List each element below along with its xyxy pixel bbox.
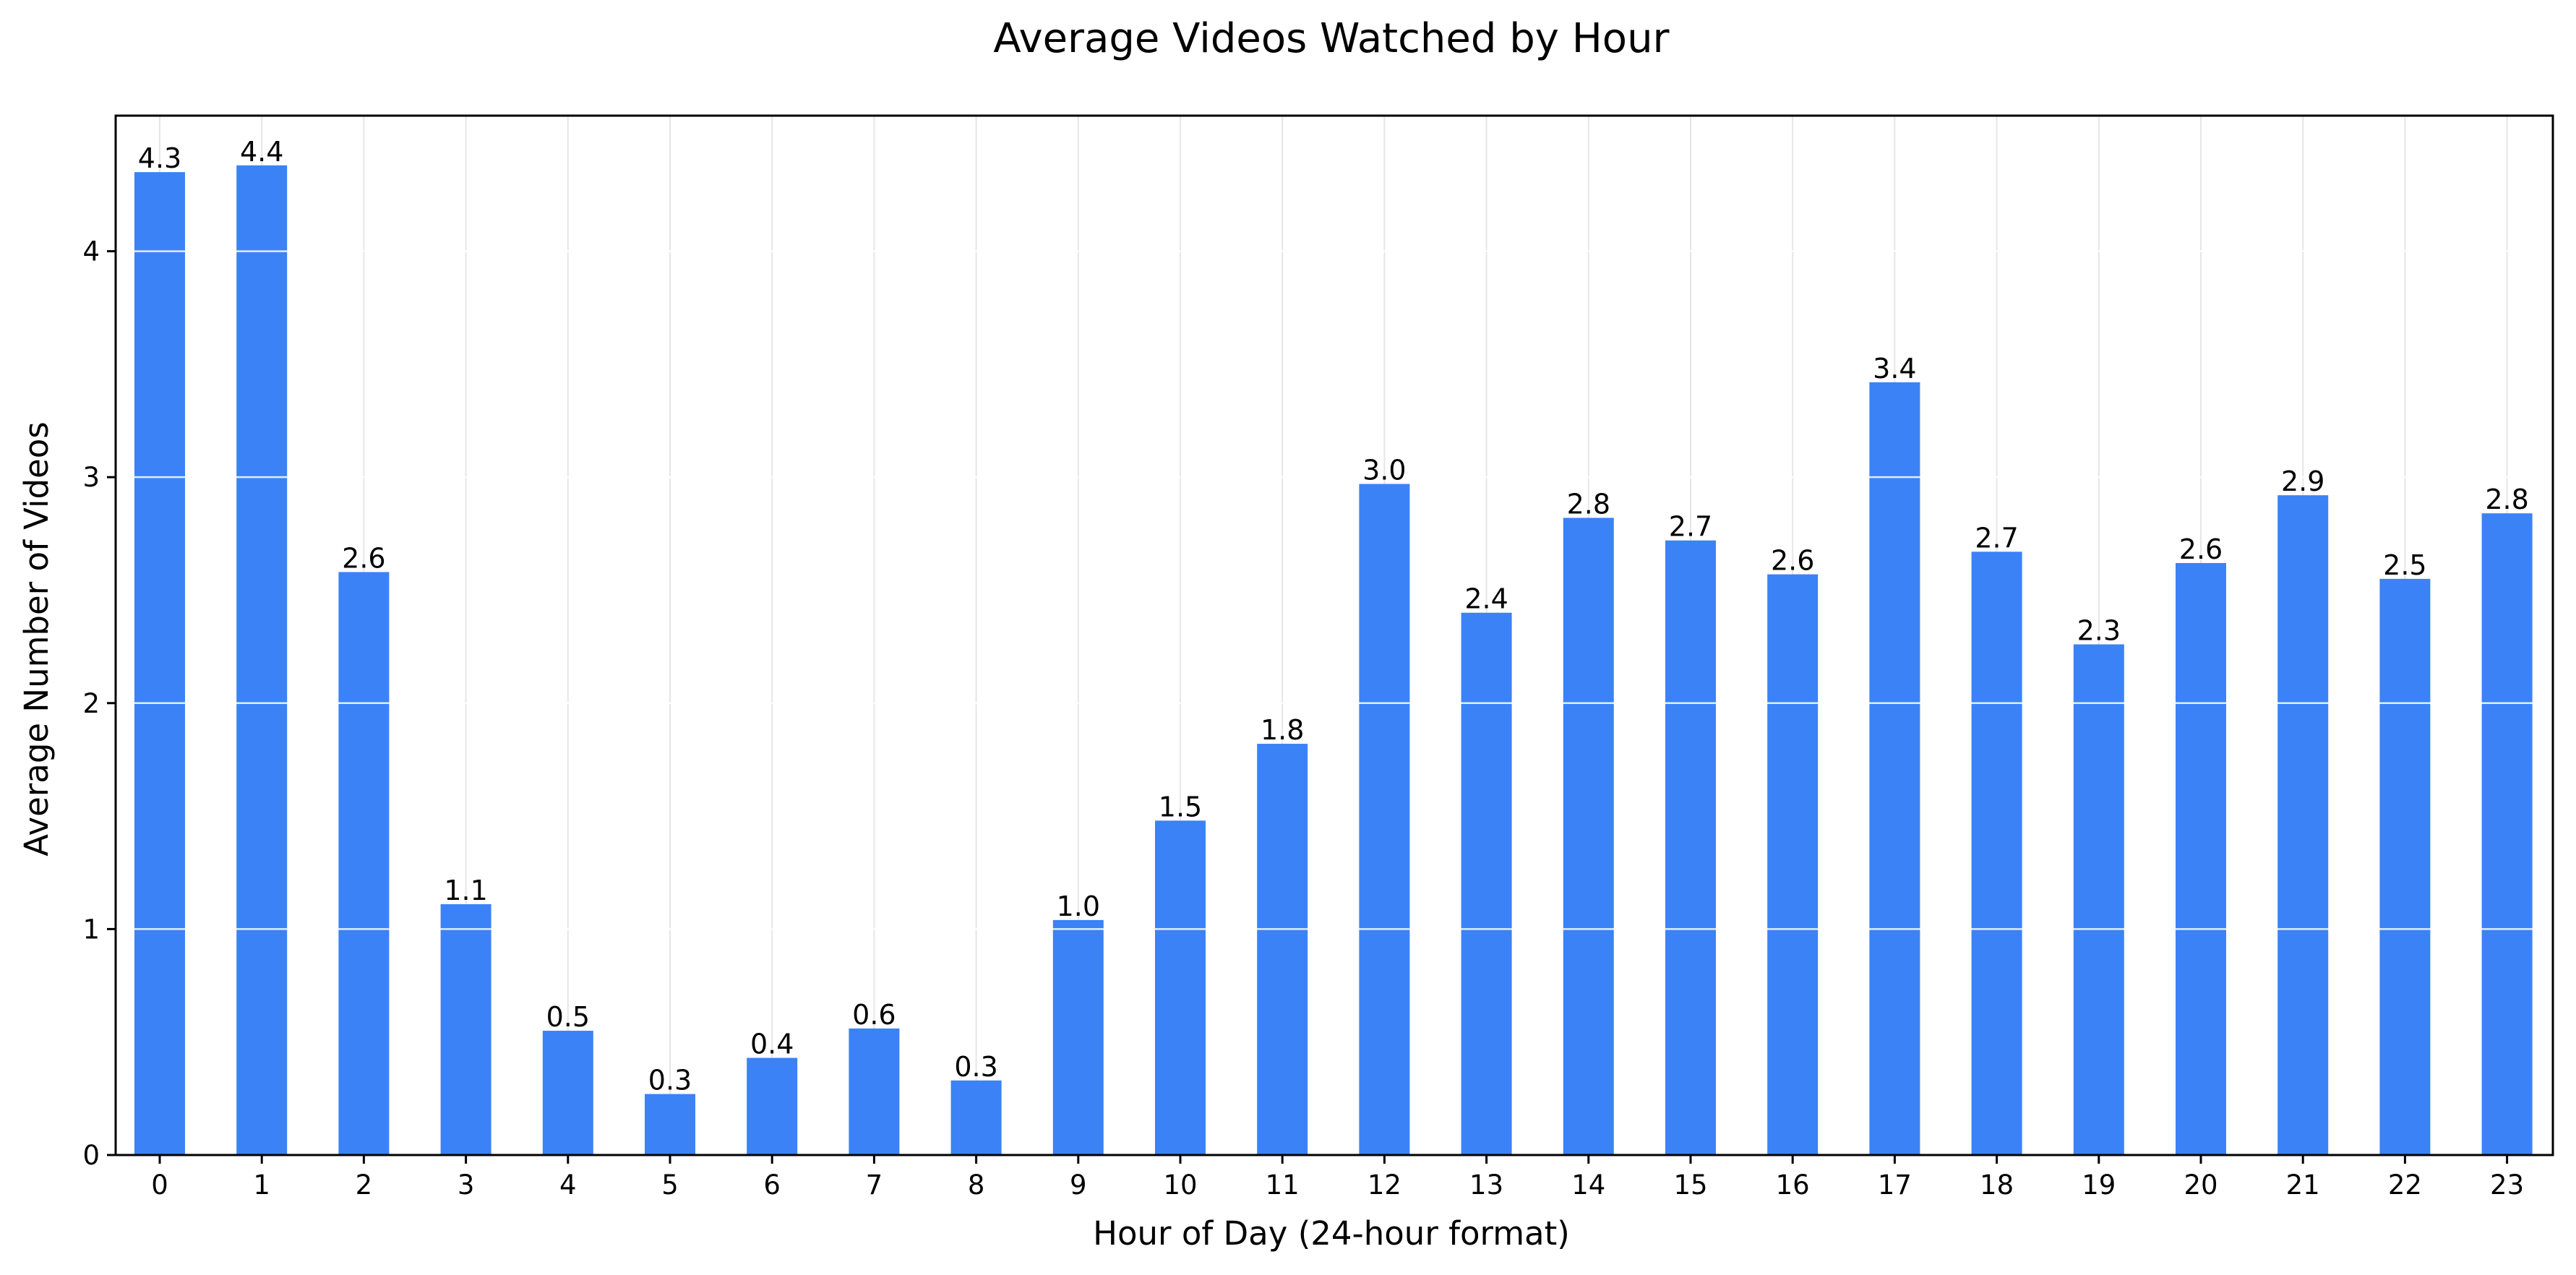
- data-label: 3.4: [1873, 353, 1916, 385]
- x-axis-ticks: 0 1 2 3 4 5 6 7 8 9 10 11 12 13 14 15 16 17 18 19 20 21 22 23: [151, 1155, 2524, 1201]
- data-labels-group: 4.3 4.4 2.6 1.1 0.5 0.3 0.4 0.6 0.3 1.0 1.5 1.8 3.0 2…: [138, 136, 2529, 1096]
- x-tick-label: 16: [1776, 1169, 1810, 1201]
- bar-hour-22: [2379, 578, 2431, 1155]
- bar-hour-14: [1563, 518, 1614, 1155]
- x-tick-label: 1: [253, 1169, 270, 1201]
- bar-hour-18: [1971, 551, 2022, 1155]
- data-label: 3.0: [1362, 455, 1406, 486]
- data-label: 2.6: [1771, 545, 1814, 577]
- data-label: 2.6: [2179, 533, 2223, 565]
- x-tick-label: 17: [1878, 1169, 1912, 1201]
- x-tick-label: 20: [2184, 1169, 2217, 1201]
- data-label: 2.7: [1669, 511, 1712, 543]
- bar-hour-3: [440, 904, 491, 1155]
- x-tick-label: 11: [1266, 1169, 1300, 1201]
- bar-hour-23: [2481, 513, 2533, 1155]
- data-label: 0.3: [648, 1065, 692, 1096]
- data-label: 2.5: [2383, 549, 2426, 581]
- bar-hour-0: [134, 172, 185, 1155]
- x-tick-label: 14: [1571, 1169, 1605, 1201]
- bar-hour-17: [1869, 382, 1920, 1156]
- x-tick-label: 4: [559, 1169, 577, 1201]
- bar-hour-7: [849, 1028, 900, 1155]
- x-tick-label: 5: [661, 1169, 679, 1201]
- x-tick-label: 19: [2082, 1169, 2116, 1201]
- y-tick-label: 2: [82, 688, 100, 719]
- data-label: 2.9: [2281, 465, 2324, 497]
- bar-hour-20: [2176, 562, 2226, 1155]
- data-label: 2.8: [1567, 488, 1610, 520]
- y-tick-label: 4: [82, 236, 100, 267]
- bar-hour-11: [1257, 744, 1308, 1155]
- y-tick-label: 0: [82, 1140, 100, 1171]
- x-tick-label: 23: [2490, 1169, 2524, 1201]
- y-tick-label: 3: [82, 462, 100, 493]
- data-label: 1.5: [1159, 791, 1202, 823]
- x-tick-label: 0: [151, 1169, 168, 1201]
- bar-hour-6: [747, 1057, 798, 1155]
- x-tick-label: 18: [1980, 1169, 2014, 1201]
- x-axis-label: Hour of Day (24-hour format): [1093, 1214, 1570, 1253]
- x-tick-label: 8: [968, 1169, 985, 1201]
- bar-hour-19: [2073, 644, 2124, 1155]
- bar-hour-5: [645, 1094, 695, 1155]
- bar-hour-21: [2277, 495, 2329, 1155]
- bar-hour-15: [1665, 540, 1716, 1155]
- x-tick-label: 2: [356, 1169, 373, 1201]
- x-tick-label: 7: [866, 1169, 883, 1201]
- y-axis-ticks: 0 1 2 3 4: [82, 236, 116, 1171]
- x-tick-label: 12: [1368, 1169, 1401, 1201]
- data-label: 4.3: [138, 142, 181, 174]
- data-label: 0.5: [546, 1001, 590, 1033]
- data-label: 1.8: [1261, 714, 1304, 746]
- y-axis-label: Average Number of Videos: [17, 421, 56, 856]
- bar-hour-8: [950, 1080, 1002, 1155]
- data-label: 0.3: [954, 1051, 997, 1083]
- data-label: 1.0: [1057, 890, 1100, 922]
- vertical-grid: [159, 116, 2508, 1155]
- bar-hour-16: [1767, 574, 1819, 1155]
- data-label: 2.3: [2077, 615, 2121, 647]
- data-label: 2.6: [342, 542, 385, 574]
- bar-hour-9: [1052, 919, 1104, 1155]
- bars-group: [134, 165, 2533, 1156]
- x-tick-label: 3: [458, 1169, 475, 1201]
- bar-hour-4: [542, 1031, 593, 1155]
- x-tick-label: 13: [1469, 1169, 1503, 1201]
- data-label: 2.8: [2485, 484, 2528, 515]
- chart-title: Average Videos Watched by Hour: [993, 15, 1670, 62]
- horizontal-grid: [116, 250, 2553, 930]
- x-tick-label: 6: [763, 1169, 781, 1201]
- data-label: 2.7: [1975, 522, 2018, 554]
- plot-frame: [114, 114, 2554, 1156]
- x-tick-label: 22: [2388, 1169, 2422, 1201]
- data-label: 0.4: [750, 1029, 794, 1060]
- x-tick-label: 15: [1673, 1169, 1707, 1201]
- data-label: 4.4: [240, 136, 283, 168]
- bar-hour-2: [338, 572, 390, 1155]
- x-tick-label: 10: [1163, 1169, 1197, 1201]
- bar-hour-13: [1461, 612, 1512, 1155]
- bar-hour-10: [1155, 820, 1206, 1155]
- data-label: 1.1: [444, 875, 487, 906]
- x-tick-label: 9: [1070, 1169, 1087, 1201]
- bar-hour-12: [1359, 484, 1410, 1155]
- data-label: 2.4: [1464, 583, 1508, 615]
- y-tick-label: 1: [82, 914, 100, 945]
- bar-hour-1: [236, 165, 288, 1155]
- x-tick-label: 21: [2286, 1169, 2320, 1201]
- data-label: 0.6: [852, 999, 896, 1031]
